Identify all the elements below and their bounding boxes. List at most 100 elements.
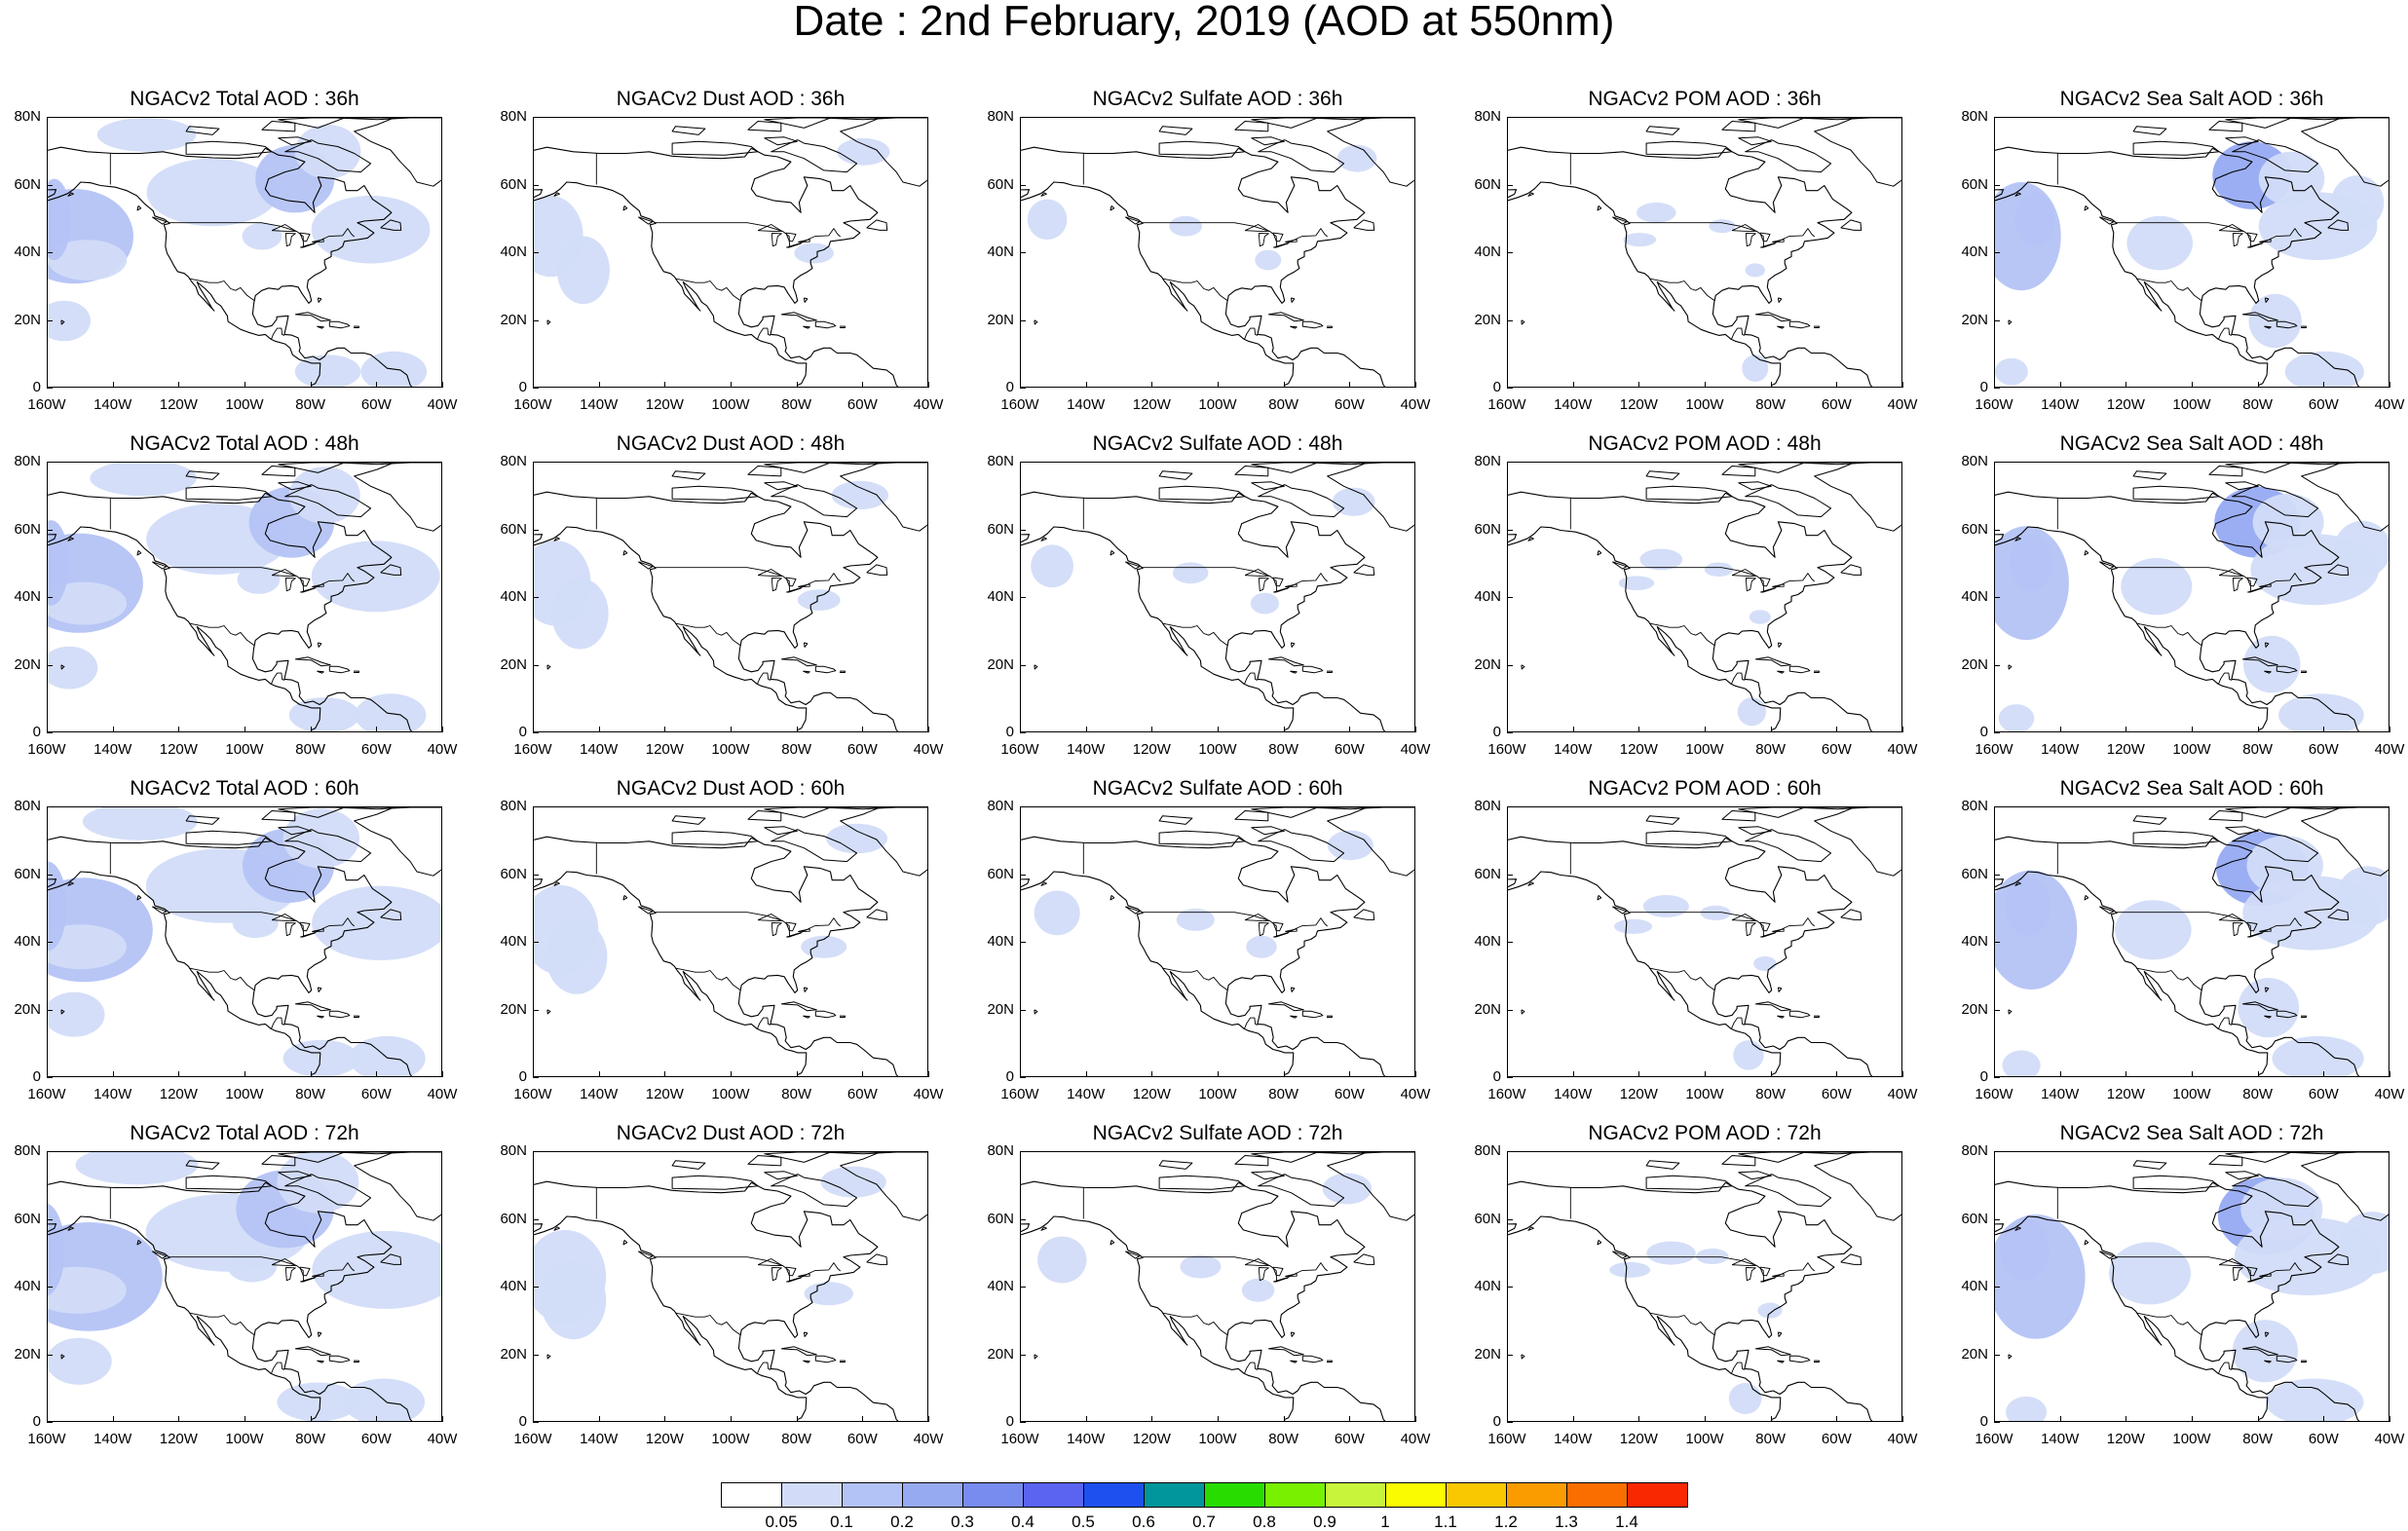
lat-tick-mark (533, 388, 539, 389)
island-coastline (1251, 136, 1285, 146)
island-coastline (278, 1152, 345, 1163)
lat-tick-label: 60N (14, 865, 41, 882)
country-border (1142, 222, 1328, 247)
aerosol-field (837, 137, 890, 166)
island-coastline (1738, 136, 1772, 146)
map-plot-area (533, 1151, 928, 1422)
island-coastline (2084, 205, 2089, 211)
lat-tick-label: 80N (500, 798, 527, 814)
lon-tick-label: 120W (159, 1431, 198, 1447)
lon-tick-label: 40W (427, 1086, 458, 1102)
island-coastline (1721, 121, 1756, 132)
island-coastline (866, 219, 888, 231)
lon-tick-label: 40W (913, 1431, 944, 1447)
lon-tick-label: 40W (1887, 1431, 1918, 1447)
lat-tick-label: 60N (1961, 865, 1988, 882)
island-coastline (1521, 664, 1525, 670)
coastline (534, 491, 899, 731)
island-coastline (781, 1001, 817, 1012)
lat-tick-label: 80N (14, 108, 41, 125)
aerosol-field (1614, 918, 1653, 934)
country-border (1730, 327, 1746, 340)
aerosol-field (311, 541, 440, 613)
island-coastline (278, 807, 345, 818)
island-coastline (334, 807, 411, 810)
island-coastline (1738, 118, 1805, 129)
island-coastline (1788, 665, 1811, 674)
lon-tick-mark (1415, 1071, 1416, 1077)
lat-tick-mark (47, 1151, 53, 1152)
lat-tick-mark (47, 732, 53, 733)
aerosol-field (288, 697, 360, 731)
lon-tick-mark (1902, 727, 1903, 732)
lon-tick-label: 60W (847, 396, 878, 413)
island-coastline (152, 906, 168, 915)
lon-tick-label: 160W (1975, 1431, 2013, 1447)
map-canvas (1508, 118, 1901, 387)
lon-tick-mark (2059, 382, 2061, 388)
island-coastline (1327, 670, 1333, 673)
lat-tick-mark (1994, 388, 2000, 389)
lon-tick-mark (310, 1071, 312, 1077)
aerosol-field (831, 480, 889, 509)
island-coastline (278, 463, 345, 473)
lon-tick-label: 80W (1755, 1431, 1787, 1447)
coastline (1995, 1180, 2360, 1421)
island-coastline (840, 807, 927, 877)
lat-tick-label: 0 (1979, 1413, 1988, 1430)
island-coastline (771, 484, 858, 518)
lon-tick-label: 160W (1487, 1431, 1526, 1447)
island-coastline (1353, 564, 1375, 576)
island-coastline (866, 564, 888, 576)
lat-tick-mark (533, 874, 539, 876)
lon-tick-label: 120W (1619, 1086, 1658, 1102)
lon-tick-label: 140W (1067, 1431, 1106, 1447)
colorbar-label: 1.1 (1434, 1512, 1457, 1531)
lat-tick-mark (533, 1077, 539, 1078)
lat-tick-mark (47, 942, 53, 943)
island-coastline (2008, 1009, 2013, 1015)
lon-tick-label: 80W (2242, 396, 2274, 413)
lon-tick-label: 140W (580, 1431, 619, 1447)
lat-tick-label: 80N (987, 453, 1014, 469)
aerosol-field (48, 924, 127, 970)
island-coastline (2225, 807, 2292, 818)
island-coastline (1755, 312, 1791, 322)
lon-tick-label: 160W (1975, 1086, 2013, 1102)
island-coastline (2301, 807, 2389, 877)
island-coastline (1268, 1001, 1304, 1012)
lon-tick-label: 120W (1132, 741, 1171, 758)
lat-tick-label: 80N (987, 798, 1014, 814)
map-plot-area (47, 117, 442, 388)
lat-tick-label: 40N (1961, 588, 1988, 605)
colorbar-swatch (1325, 1482, 1386, 1508)
island-coastline (764, 1152, 831, 1163)
island-coastline (553, 537, 560, 541)
aerosol-field (801, 935, 847, 958)
country-border (675, 1312, 741, 1336)
lon-tick-label: 80W (295, 741, 326, 758)
lat-tick-mark (1507, 1218, 1513, 1220)
aerosol-field (1609, 1261, 1651, 1278)
lat-tick-mark (47, 1287, 53, 1288)
lat-tick-mark (1020, 184, 1026, 186)
lat-tick-mark (533, 1009, 539, 1011)
island-coastline (1597, 1240, 1602, 1246)
island-coastline (671, 815, 706, 825)
lon-tick-mark (862, 727, 864, 732)
island-coastline (60, 1354, 65, 1360)
aerosol-field (2272, 1035, 2364, 1076)
island-coastline (317, 1331, 322, 1337)
island-coastline (317, 987, 322, 992)
island-coastline (2327, 1253, 2350, 1265)
lat-tick-label: 80N (1961, 108, 1988, 125)
lon-tick-mark (731, 382, 732, 388)
island-coastline (2008, 664, 2013, 670)
map-canvas (1021, 463, 1414, 731)
lat-tick-label: 0 (1005, 1413, 1014, 1430)
lat-tick-mark (1507, 1077, 1513, 1078)
lon-tick-label: 100W (225, 1086, 264, 1102)
panel-title: NGACv2 Dust AOD : 36h (616, 88, 846, 110)
aerosol-field (1336, 144, 1377, 172)
lat-tick-label: 60N (14, 1210, 41, 1227)
